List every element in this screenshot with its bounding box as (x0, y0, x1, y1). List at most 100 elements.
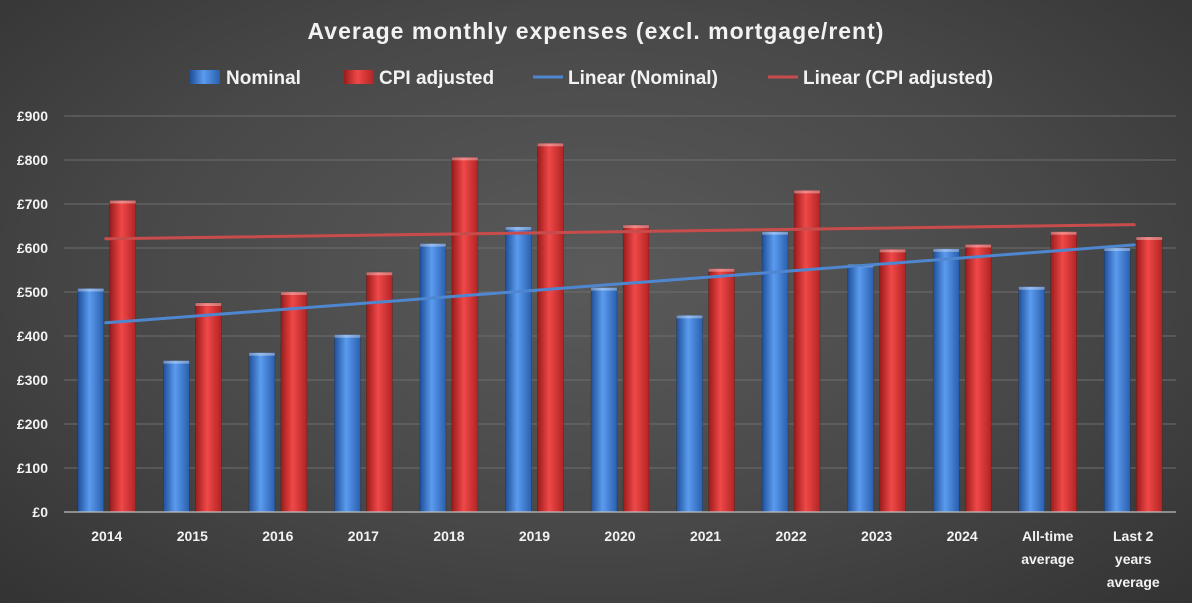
bar-top-highlight (762, 231, 789, 235)
bar-nominal-2018 (419, 243, 447, 513)
x-tick-label-line: 2022 (775, 528, 806, 544)
x-tick-label: 2016 (262, 528, 293, 544)
x-tick-label: 2023 (861, 528, 892, 544)
y-tick-label: £900 (17, 108, 48, 124)
bar-cpi-adjusted-2024 (964, 244, 992, 513)
bar-cpi-adjusted-2016 (280, 291, 308, 513)
x-tick-label-line: Last 2 (1113, 528, 1154, 544)
x-tick-label-line: 2018 (433, 528, 464, 544)
bar-top-highlight (505, 226, 532, 230)
bar-series (77, 142, 1163, 513)
x-axis-ticks: 2014 2015 2016 2017 2018 2019 2020 2021 2022 2023… (91, 528, 1160, 590)
y-tick-label: £700 (17, 196, 48, 212)
bar-cpi-adjusted-2023 (879, 249, 906, 513)
bar-top-highlight (1050, 231, 1077, 235)
bar-top-highlight (77, 288, 104, 292)
bar-top-highlight (933, 248, 960, 252)
bar-top-highlight (248, 352, 275, 356)
bar-top-highlight (1104, 248, 1131, 251)
y-tick-label: £500 (17, 284, 48, 300)
trendline-linear-cpi-adjusted (104, 223, 1136, 241)
x-tick-label: 2018 (433, 528, 464, 544)
trendlines (104, 223, 1136, 325)
bar-top-highlight (794, 190, 821, 194)
bar-top-highlight (537, 143, 564, 147)
legend-swatch-nominal (190, 70, 220, 84)
legend-label-linear-cpi-adjusted: Linear (CPI adjusted) (803, 68, 993, 89)
x-tick-label-line: average (1021, 551, 1074, 567)
bar-cpi-adjusted-2014 (109, 200, 137, 513)
bar-nominal-2017 (334, 334, 361, 513)
bar-cpi-adjusted-2020 (622, 224, 650, 513)
bar-cpi-adjusted-2015 (195, 302, 222, 513)
y-tick-label: £0 (32, 504, 48, 520)
bar-cpi-adjusted-2022 (793, 190, 821, 513)
x-tick-label: 2014 (91, 528, 122, 544)
bar-top-highlight (676, 315, 703, 319)
bar-top-highlight (280, 292, 307, 295)
y-tick-label: £300 (17, 372, 48, 388)
bar-cpi-adjusted-last-2-years-average (1135, 236, 1163, 513)
bar-nominal-2015 (163, 360, 190, 513)
x-tick-label-line: 2020 (604, 528, 635, 544)
bar-cpi-adjusted-2018 (451, 157, 479, 513)
bar-top-highlight (163, 360, 190, 364)
x-tick-label: All-time average (1021, 528, 1074, 567)
x-tick-label-line: 2021 (690, 528, 721, 544)
bar-nominal-all-time-average (1018, 286, 1045, 513)
bar-top-highlight (591, 287, 617, 291)
y-tick-label: £800 (17, 152, 48, 168)
x-tick-label: Last 2 years average (1107, 528, 1160, 590)
bar-top-highlight (1018, 286, 1045, 290)
x-tick-label-line: All-time (1022, 528, 1074, 544)
y-tick-label: £200 (17, 416, 48, 432)
bar-nominal-2023 (847, 263, 874, 513)
bar-top-highlight (109, 200, 136, 204)
chart-title: Average monthly expenses (excl. mortgage… (308, 18, 885, 44)
bar-top-highlight (419, 243, 446, 247)
x-tick-label: 2015 (177, 528, 208, 544)
bar-nominal-2021 (676, 315, 703, 513)
legend-label-nominal: Nominal (226, 68, 301, 89)
bar-top-highlight (623, 225, 649, 229)
legend-swatch-cpi-adjusted (344, 70, 374, 84)
x-tick-label: 2024 (947, 528, 978, 544)
bar-nominal-2022 (761, 231, 789, 513)
bar-nominal-2020 (590, 287, 618, 513)
bar-top-highlight (708, 268, 735, 272)
y-tick-label: £400 (17, 328, 48, 344)
bar-cpi-adjusted-2019 (537, 142, 564, 513)
bar-nominal-2024 (932, 248, 960, 513)
y-tick-label: £600 (17, 240, 48, 256)
x-tick-label-line: 2015 (177, 528, 208, 544)
bar-top-highlight (334, 334, 361, 338)
bar-top-highlight (366, 272, 393, 276)
x-tick-label-line: years (1115, 551, 1152, 567)
x-tick-label: 2020 (604, 528, 635, 544)
bar-nominal-2014 (77, 288, 105, 513)
bar-cpi-adjusted-2021 (708, 268, 735, 513)
bar-top-highlight (195, 303, 222, 306)
x-tick-label-line: 2016 (262, 528, 293, 544)
y-axis-ticks: £0 £100 £200 £300 £400 £500 £600 £700 £800 £900 (17, 108, 48, 520)
bar-top-highlight (879, 249, 906, 253)
y-tick-label: £100 (17, 460, 48, 476)
legend-label-linear-nominal: Linear (Nominal) (568, 68, 718, 89)
x-tick-label: 2017 (348, 528, 379, 544)
bar-nominal-2019 (505, 226, 532, 513)
x-tick-label-line: 2023 (861, 528, 892, 544)
x-tick-label: 2019 (519, 528, 550, 544)
x-tick-label: 2022 (775, 528, 806, 544)
bar-nominal-2016 (248, 352, 276, 513)
bar-top-highlight (451, 157, 478, 161)
bar-cpi-adjusted-all-time-average (1050, 231, 1077, 513)
x-tick-label-line: 2024 (947, 528, 978, 544)
bar-top-highlight (1136, 237, 1163, 240)
trendline-linear-nominal (104, 243, 1136, 325)
x-tick-label-line: 2019 (519, 528, 550, 544)
bar-top-highlight (965, 244, 992, 248)
chart-legend: Nominal CPI adjusted Linear (Nominal) Li… (190, 68, 993, 89)
x-tick-label-line: 2017 (348, 528, 379, 544)
